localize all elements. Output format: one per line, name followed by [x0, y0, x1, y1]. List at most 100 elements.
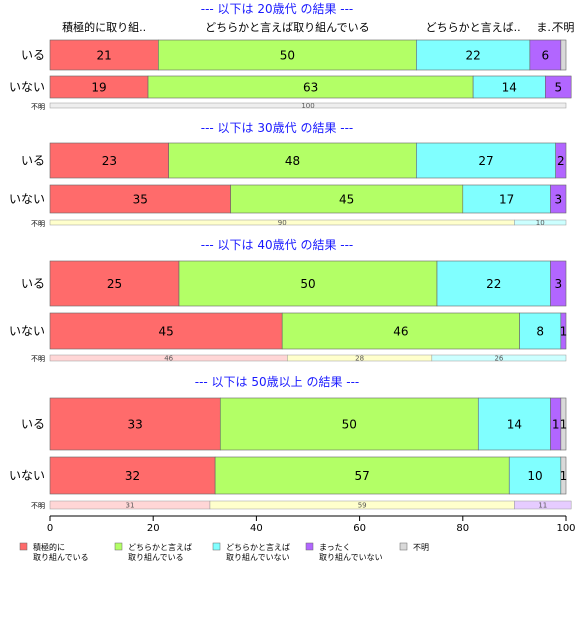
- fumei-row-label: 不明: [31, 220, 45, 228]
- bar-segment: [550, 184, 567, 214]
- data-label: 45: [158, 325, 173, 339]
- row-label: いる: [21, 48, 45, 62]
- header-label: どちらかと言えば..: [426, 21, 521, 34]
- bar-segment: [49, 397, 221, 451]
- fumei-data-label: 11: [538, 502, 547, 510]
- row-label: いない: [9, 80, 45, 94]
- row-label: いる: [21, 277, 45, 291]
- data-label: 50: [342, 418, 357, 432]
- legend-swatch: [399, 542, 408, 551]
- data-label: 19: [91, 81, 106, 95]
- x-tick-label: 20: [147, 523, 160, 534]
- x-tick-label: 100: [556, 523, 575, 534]
- fumei-bar-segment: [431, 354, 567, 362]
- legend-swatch: [114, 542, 123, 551]
- fumei-data-label: 31: [126, 502, 135, 510]
- bar-segment: [550, 260, 567, 307]
- header-label: 不明: [552, 21, 574, 34]
- legend-label: 積極的に: [33, 542, 65, 552]
- data-label: 1: [560, 469, 568, 483]
- fumei-data-label: 28: [355, 355, 364, 363]
- bar-segment: [560, 39, 567, 71]
- data-label: 10: [527, 469, 542, 483]
- data-label: 57: [355, 469, 370, 483]
- bar-segment: [214, 456, 510, 495]
- header-label: どちらかと言えば取り組んでいる: [205, 21, 369, 34]
- bar-segment: [477, 397, 551, 451]
- fumei-data-label: 46: [164, 355, 173, 363]
- legend-label: 不明: [413, 543, 429, 552]
- data-label: 1: [552, 418, 560, 432]
- bar-segment: [281, 312, 520, 350]
- data-label: 32: [125, 469, 140, 483]
- legend-swatch: [19, 542, 28, 551]
- legend-label: 取り組んでいる: [128, 552, 184, 562]
- bar-segment: [49, 456, 216, 495]
- data-label: 5: [554, 81, 562, 95]
- data-label: 6: [542, 49, 550, 63]
- data-label: 45: [339, 193, 354, 207]
- bar-segment: [436, 260, 551, 307]
- data-label: 8: [536, 325, 544, 339]
- bar-segment: [49, 39, 159, 71]
- legend-swatch: [212, 542, 221, 551]
- bar-segment: [462, 184, 551, 214]
- fumei-bar-segment: [514, 219, 567, 226]
- x-tick-label: 80: [456, 523, 469, 534]
- legend-label: 取り組んでいない: [319, 552, 383, 562]
- legend-label: どちらかと言えば: [128, 542, 192, 552]
- bar-segment: [416, 39, 531, 71]
- bar-segment: [49, 312, 283, 350]
- bar-segment: [560, 397, 567, 451]
- row-label: いない: [9, 324, 45, 338]
- data-label: 35: [133, 193, 148, 207]
- legend-label: 取り組んでいる: [33, 552, 89, 562]
- data-label: 1: [560, 325, 568, 339]
- data-label: 17: [499, 193, 514, 207]
- legend-label: まったく: [319, 543, 351, 552]
- panel-title: --- 以下は 30歳代 の結果 ---: [201, 121, 354, 135]
- row-label: いる: [21, 417, 45, 431]
- x-tick-label: 40: [250, 523, 263, 534]
- fumei-data-label: 26: [494, 355, 503, 363]
- data-label: 22: [486, 277, 501, 291]
- data-label: 50: [300, 277, 315, 291]
- bar-segment: [158, 39, 417, 71]
- fumei-row-label: 不明: [31, 502, 45, 510]
- data-label: 3: [554, 193, 562, 207]
- data-label: 14: [502, 81, 517, 95]
- panel-title: --- 以下は 40歳代 の結果 ---: [201, 238, 354, 252]
- header-label: ま..: [536, 21, 554, 34]
- bar-segment: [545, 75, 572, 99]
- fumei-data-label: 100: [301, 102, 314, 110]
- bar-segment: [555, 142, 567, 179]
- data-label: 14: [507, 418, 522, 432]
- bar-segment: [560, 456, 567, 495]
- bar-segment: [560, 312, 567, 350]
- bar-segment: [168, 142, 417, 179]
- data-label: 50: [280, 49, 295, 63]
- panel-title: --- 以下は 20歳代 の結果 ---: [201, 2, 354, 16]
- bar-segment: [230, 184, 464, 214]
- legend-label: 取り組んでいない: [226, 552, 290, 562]
- bar-segment: [49, 184, 231, 214]
- fumei-data-label: 90: [278, 219, 287, 227]
- data-label: 21: [97, 49, 112, 63]
- header-label: 積極的に取り組..: [62, 20, 146, 34]
- data-label: 23: [102, 154, 117, 168]
- legend-swatch: [305, 542, 314, 551]
- bar-segment: [219, 397, 479, 451]
- data-label: 25: [107, 277, 122, 291]
- legend-label: どちらかと言えば: [226, 542, 290, 552]
- row-label: いない: [9, 192, 45, 206]
- fumei-bar-segment: [49, 102, 567, 109]
- data-label: 22: [465, 49, 480, 63]
- row-label: いる: [21, 154, 45, 168]
- fumei-row-label: 不明: [31, 103, 45, 111]
- data-label: 33: [127, 418, 142, 432]
- fumei-data-label: 10: [536, 219, 545, 227]
- fumei-data-label: 59: [358, 502, 367, 510]
- bar-segment: [508, 456, 562, 495]
- bar-segment: [49, 142, 169, 179]
